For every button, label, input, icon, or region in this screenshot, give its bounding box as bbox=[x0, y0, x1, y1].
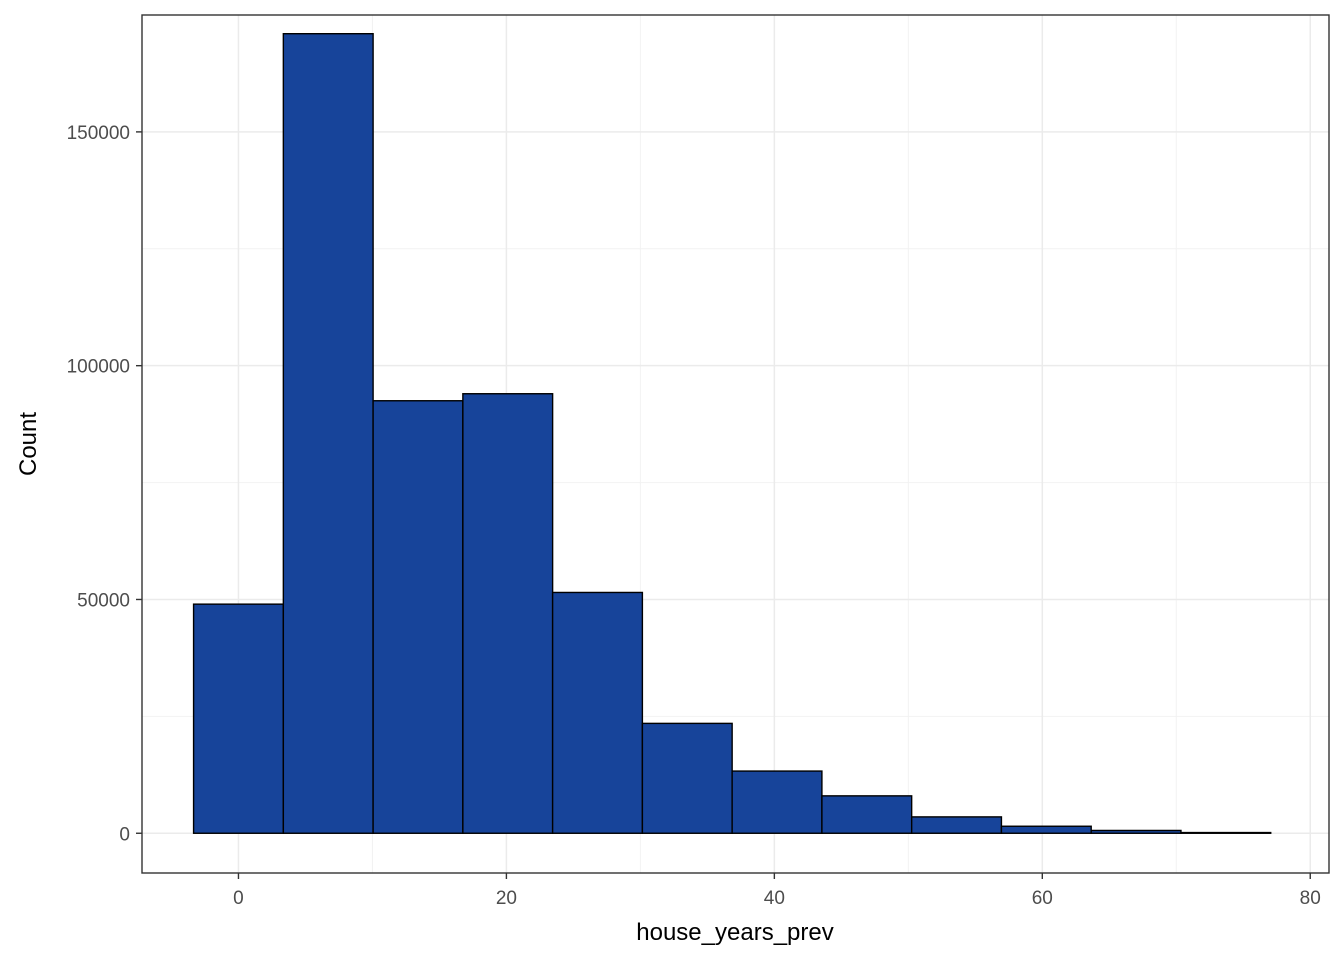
histogram-bar bbox=[551, 591, 644, 834]
plot-panel-border bbox=[141, 14, 1330, 874]
histogram-bar bbox=[1090, 829, 1182, 834]
histogram-bar bbox=[1180, 831, 1272, 834]
histogram-bar bbox=[641, 722, 733, 834]
histogram-bar bbox=[372, 400, 464, 834]
x-axis-title: house_years_prev bbox=[636, 919, 833, 946]
y-axis: 0 50000 100000 150000 bbox=[67, 123, 142, 845]
y-tick-label: 0 bbox=[119, 824, 130, 845]
x-tick-label: 60 bbox=[1032, 888, 1053, 909]
histogram-bar bbox=[282, 33, 374, 834]
histogram-bar bbox=[1000, 825, 1092, 834]
histogram-bar bbox=[192, 603, 285, 834]
x-tick-label: 40 bbox=[764, 888, 785, 909]
histogram-bar bbox=[910, 816, 1003, 834]
histogram-bar bbox=[462, 393, 554, 834]
y-tick-label: 100000 bbox=[67, 357, 130, 378]
y-tick-label: 50000 bbox=[77, 590, 130, 611]
x-tick-label: 80 bbox=[1300, 888, 1321, 909]
x-axis: 0 20 40 60 80 bbox=[233, 873, 1321, 909]
x-tick-label: 0 bbox=[233, 888, 244, 909]
y-axis-title: Count bbox=[15, 412, 42, 476]
histogram-bar bbox=[731, 770, 823, 834]
x-tick-label: 20 bbox=[496, 888, 517, 909]
histogram-bar bbox=[821, 795, 913, 834]
histogram-bars bbox=[192, 33, 1272, 834]
y-tick-label: 150000 bbox=[67, 123, 130, 144]
